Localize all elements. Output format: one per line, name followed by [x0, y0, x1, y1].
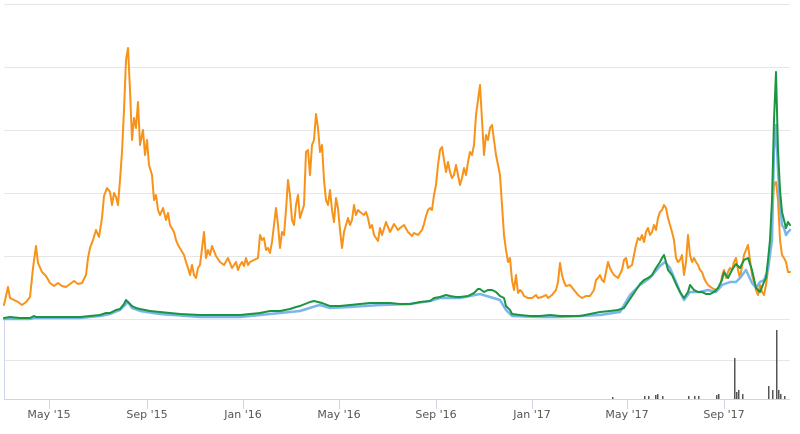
volume-bar	[698, 396, 700, 399]
x-tick-label: Sep '15	[126, 408, 167, 421]
volume-bar	[688, 396, 690, 399]
volume-bar	[742, 394, 744, 399]
volume-bar	[718, 394, 720, 399]
x-axis-ticks: May '15 Sep '15 Jan '16 May '16 Sep '16 Jan '…	[27, 400, 745, 421]
x-tick-label: Sep '17	[703, 408, 744, 421]
volume-bar	[780, 394, 782, 399]
volume-bar	[736, 392, 738, 399]
volume-bar	[716, 395, 718, 399]
volume-bar	[772, 390, 774, 399]
orange-series-line	[3, 47, 791, 306]
volume-bar	[694, 396, 696, 399]
volume-bar	[644, 396, 646, 399]
x-tick-label: Sep '16	[415, 408, 456, 421]
x-tick-label: Jan '16	[223, 408, 261, 421]
volume-bar	[648, 396, 650, 399]
main-panel-gridlines	[4, 4, 790, 320]
volume-bar	[768, 386, 770, 399]
green-series-line	[3, 71, 791, 319]
volume-bar	[662, 396, 664, 399]
volume-bar	[734, 358, 736, 399]
x-tick-label: May '17	[605, 408, 648, 421]
x-tick-label: May '15	[27, 408, 70, 421]
volume-bar	[657, 394, 659, 399]
volume-bar	[612, 397, 614, 399]
x-tick-label: May '16	[317, 408, 360, 421]
series-lines	[2, 47, 792, 321]
volume-bar	[784, 396, 786, 399]
x-tick-label: Jan '17	[512, 408, 550, 421]
volume-bars	[612, 330, 786, 399]
volume-bar	[655, 395, 657, 399]
volume-bar	[778, 390, 780, 399]
volume-bar	[776, 330, 778, 399]
blue-series-line	[2, 123, 792, 321]
volume-bar	[738, 390, 740, 399]
